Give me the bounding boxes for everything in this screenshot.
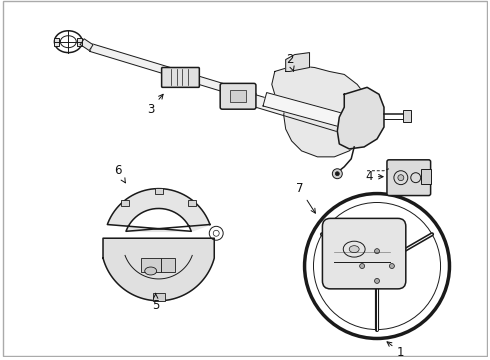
Bar [141,258,161,272]
Text: 5: 5 [152,293,159,312]
Text: 3: 3 [147,94,163,116]
FancyBboxPatch shape [387,160,431,195]
FancyBboxPatch shape [322,219,406,289]
Bar [189,200,196,206]
Bar [153,293,165,301]
Text: 2: 2 [286,53,294,72]
Polygon shape [263,93,376,136]
Polygon shape [248,94,351,135]
FancyBboxPatch shape [220,84,256,109]
Polygon shape [90,44,256,101]
Bar [161,258,174,272]
FancyBboxPatch shape [162,67,199,87]
Circle shape [360,264,365,269]
Text: 4: 4 [366,170,383,183]
Circle shape [374,278,379,283]
Bar [421,169,431,184]
Ellipse shape [145,267,157,275]
Polygon shape [103,238,214,301]
Circle shape [332,169,343,179]
Bar [54,38,59,46]
Polygon shape [80,39,93,50]
Text: 6: 6 [114,164,125,183]
Circle shape [305,194,449,338]
Polygon shape [286,53,310,72]
Polygon shape [272,66,371,157]
Text: 1: 1 [387,342,405,359]
Polygon shape [337,87,384,149]
Bar [121,200,129,206]
Bar [77,38,82,46]
Circle shape [367,256,387,276]
Circle shape [374,249,379,253]
Text: 7: 7 [296,182,316,213]
Ellipse shape [349,246,359,253]
Bar [403,110,411,122]
Circle shape [398,175,404,181]
Bar [155,188,163,194]
Circle shape [335,172,339,176]
Circle shape [390,264,394,269]
Circle shape [355,244,399,288]
Polygon shape [107,189,210,231]
Bar [230,90,246,102]
